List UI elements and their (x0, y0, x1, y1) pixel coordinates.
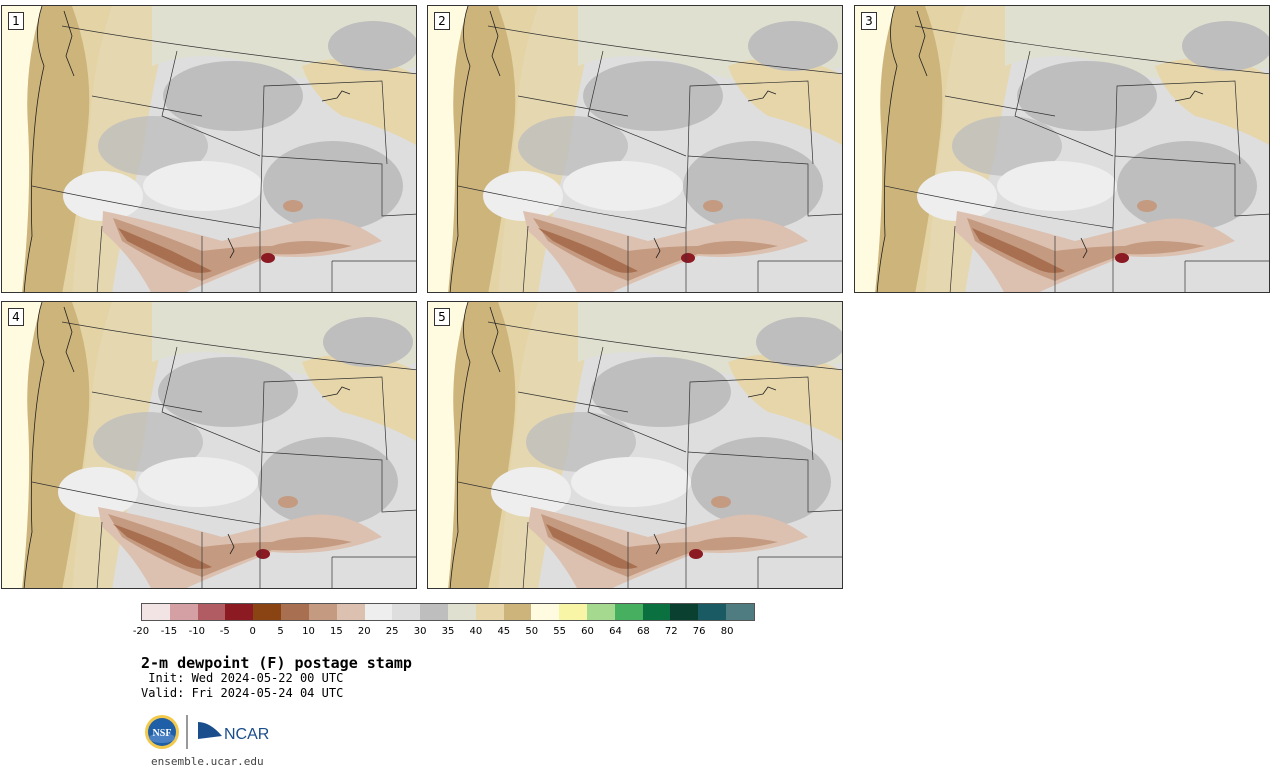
colorbar-swatch (614, 604, 643, 620)
colorbar-swatch (642, 604, 671, 620)
member-panel-5: 5 (427, 301, 843, 589)
colorbar-tick-label: 76 (692, 626, 706, 637)
ncar-logo: NCAR (198, 722, 269, 743)
member-label: 5 (434, 308, 450, 326)
colorbar-swatch (698, 604, 727, 620)
member-panel-4: 4 (1, 301, 417, 589)
colorbar-swatch (447, 604, 476, 620)
colorbar-tick-label: -5 (219, 626, 230, 637)
valid-time: Valid: Fri 2024-05-24 04 UTC (141, 686, 344, 700)
dewpoint-map (2, 302, 416, 588)
colorbar-swatch (559, 604, 587, 620)
colorbar-swatch (392, 604, 421, 620)
colorbar-swatch (364, 604, 393, 620)
member-panel-2: 2 (427, 5, 843, 293)
chart-title: 2-m dewpoint (F) postage stamp (141, 654, 412, 672)
colorbar-tick-label: 35 (441, 626, 455, 637)
colorbar-swatch (726, 604, 754, 620)
colorbar-swatch (336, 604, 365, 620)
colorbar-swatch (475, 604, 504, 620)
colorbar-swatch (587, 604, 615, 620)
init-time: Init: Wed 2024-05-22 00 UTC (141, 671, 344, 685)
colorbar-tick-label: 25 (385, 626, 399, 637)
colorbar-tick-label: 15 (329, 626, 343, 637)
site-url: ensemble.ucar.edu (151, 755, 264, 768)
dewpoint-map (855, 6, 1269, 292)
nsf-text: NSF (153, 728, 172, 739)
colorbar-tick-label: 55 (553, 626, 566, 637)
member-label: 3 (861, 12, 877, 30)
colorbar-swatch (420, 604, 448, 620)
colorbar-tick-label: 40 (469, 626, 483, 637)
member-label: 2 (434, 12, 450, 30)
colorbar-swatch (281, 604, 309, 620)
colorbar (141, 603, 755, 621)
ncar-text: NCAR (224, 726, 269, 743)
colorbar-tick-label: -15 (160, 626, 178, 637)
colorbar-swatch (531, 604, 560, 620)
dewpoint-map (428, 302, 842, 588)
colorbar-tick-label: 20 (357, 626, 371, 637)
colorbar-swatch (308, 604, 337, 620)
colorbar-tick-label: 72 (664, 626, 678, 637)
colorbar-tick-label: 64 (609, 626, 622, 637)
member-label: 1 (8, 12, 24, 30)
colorbar-tick-label: 30 (413, 626, 427, 637)
colorbar-tick-label: 80 (720, 626, 734, 637)
colorbar-swatch (142, 604, 170, 620)
colorbar-tick-label: -10 (188, 626, 205, 637)
member-panel-3: 3 (854, 5, 1270, 293)
member-panel-1: 1 (1, 5, 417, 293)
nsf-logo: NSF (145, 715, 179, 749)
dewpoint-map (2, 6, 416, 292)
member-label: 4 (8, 308, 24, 326)
logos: NSF NCAR (144, 712, 274, 752)
colorbar-tick-label: 0 (249, 626, 256, 637)
colorbar-tick-label: 5 (277, 626, 284, 637)
colorbar-tick-label: 50 (525, 626, 539, 637)
colorbar-swatch (197, 604, 226, 620)
colorbar-swatch (670, 604, 699, 620)
colorbar-tick-label: -20 (132, 626, 150, 637)
dewpoint-map (428, 6, 842, 292)
colorbar-tick-label: 68 (636, 626, 650, 637)
colorbar-swatch (503, 604, 532, 620)
colorbar-tick-label: 45 (497, 626, 511, 637)
colorbar-swatch (253, 604, 282, 620)
colorbar-ticks: -20 -15 -10 -5 0 5 10 15 20 25 30 35 40 45 50 55 60 64 68 7… (133, 626, 755, 640)
colorbar-swatch (169, 604, 198, 620)
colorbar-tick-label: 10 (302, 626, 315, 637)
colorbar-tick-label: 60 (581, 626, 594, 637)
colorbar-swatch (225, 604, 254, 620)
